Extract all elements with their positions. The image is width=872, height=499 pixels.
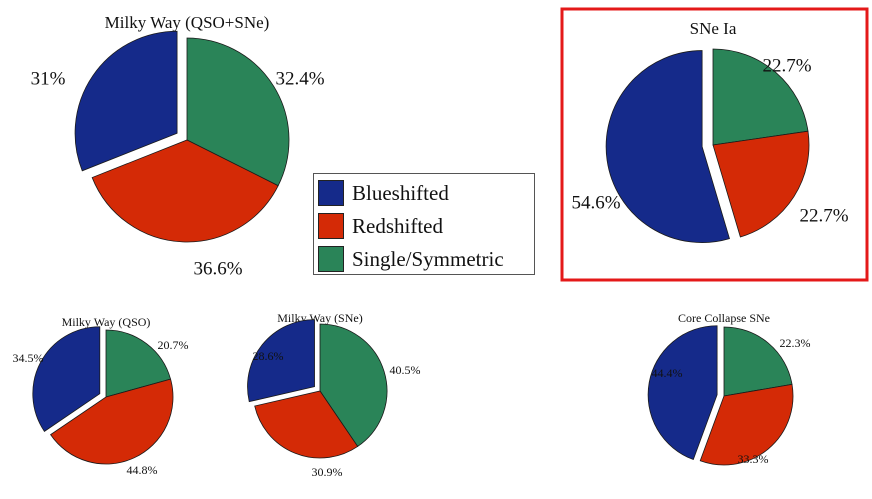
- pie-sne-ia: SNe Ia 54.6% 22.7% 22.7%: [560, 7, 869, 282]
- legend-label-redshifted: Redshifted: [352, 214, 443, 238]
- pie-slice-single-symmetric: [186, 37, 290, 187]
- legend-item-redshifted: Redshifted: [318, 211, 532, 239]
- slice-percent-label: 40.5%: [390, 363, 421, 377]
- pie-title: SNe Ia: [690, 19, 737, 38]
- slice-percent-label: 44.4%: [652, 366, 683, 380]
- pie-slice-single-symmetric: [105, 329, 172, 398]
- slice-percent-label: 33.3%: [738, 452, 769, 466]
- pie-slice-blueshifted: [247, 319, 315, 403]
- pie-slice-redshifted: [91, 139, 279, 243]
- pie-title: Milky Way (QSO): [62, 315, 151, 329]
- slice-percent-label: 32.4%: [275, 68, 324, 89]
- slice-percent-label: 54.6%: [571, 192, 620, 213]
- legend-item-blueshifted: Blueshifted: [318, 178, 532, 206]
- pie-title: Core Collapse SNe: [678, 311, 770, 325]
- slice-percent-label: 36.6%: [193, 258, 242, 279]
- legend: Blueshifted Redshifted Single/Symmetric: [313, 173, 535, 275]
- slice-percent-label: 28.6%: [253, 349, 284, 363]
- pie-milky-way-qso: Milky Way (QSO) 34.5% 44.8% 20.7%: [13, 315, 189, 477]
- pie-slice-blueshifted: [605, 50, 730, 243]
- pie-slice-blueshifted: [74, 30, 178, 172]
- legend-swatch-blueshifted: [318, 180, 344, 206]
- slice-percent-label: 22.7%: [799, 205, 848, 226]
- slice-percent-label: 20.7%: [158, 338, 189, 352]
- pie-slice-blueshifted: [32, 326, 101, 432]
- legend-label-single-symmetric: Single/Symmetric: [352, 247, 504, 271]
- pie-slice-redshifted: [712, 130, 810, 238]
- slice-percent-label: 34.5%: [13, 351, 44, 365]
- legend-swatch-single-symmetric: [318, 246, 344, 272]
- pie-slice-single-symmetric: [723, 326, 793, 397]
- pie-slice-blueshifted: [647, 325, 718, 461]
- legend-item-single-symmetric: Single/Symmetric: [318, 244, 532, 272]
- pie-milky-way-qso-sne: Milky Way (QSO+SNe) 31% 36.6% 32.4%: [31, 13, 325, 279]
- legend-label-blueshifted: Blueshifted: [352, 181, 449, 205]
- pie-title: Milky Way (QSO+SNe): [105, 13, 270, 32]
- slice-percent-label: 31%: [31, 68, 66, 89]
- pie-milky-way-sne: Milky Way (SNe) 28.6% 30.9% 40.5%: [247, 311, 421, 479]
- legend-swatch-redshifted: [318, 213, 344, 239]
- slice-percent-label: 22.7%: [762, 55, 811, 76]
- pie-slice-single-symmetric: [712, 48, 809, 146]
- pie-title: Milky Way (SNe): [277, 311, 362, 325]
- slice-percent-label: 44.8%: [127, 463, 158, 477]
- slice-percent-label: 22.3%: [780, 336, 811, 350]
- highlight-box: [560, 7, 869, 282]
- pie-core-collapse-sne: Core Collapse SNe 44.4% 33.3% 22.3%: [647, 311, 811, 466]
- pie-slice-redshifted: [254, 390, 359, 459]
- pie-slice-redshifted: [699, 383, 794, 466]
- pie-slice-redshifted: [50, 378, 174, 465]
- pie-slice-single-symmetric: [319, 323, 388, 447]
- slice-percent-label: 30.9%: [312, 465, 343, 479]
